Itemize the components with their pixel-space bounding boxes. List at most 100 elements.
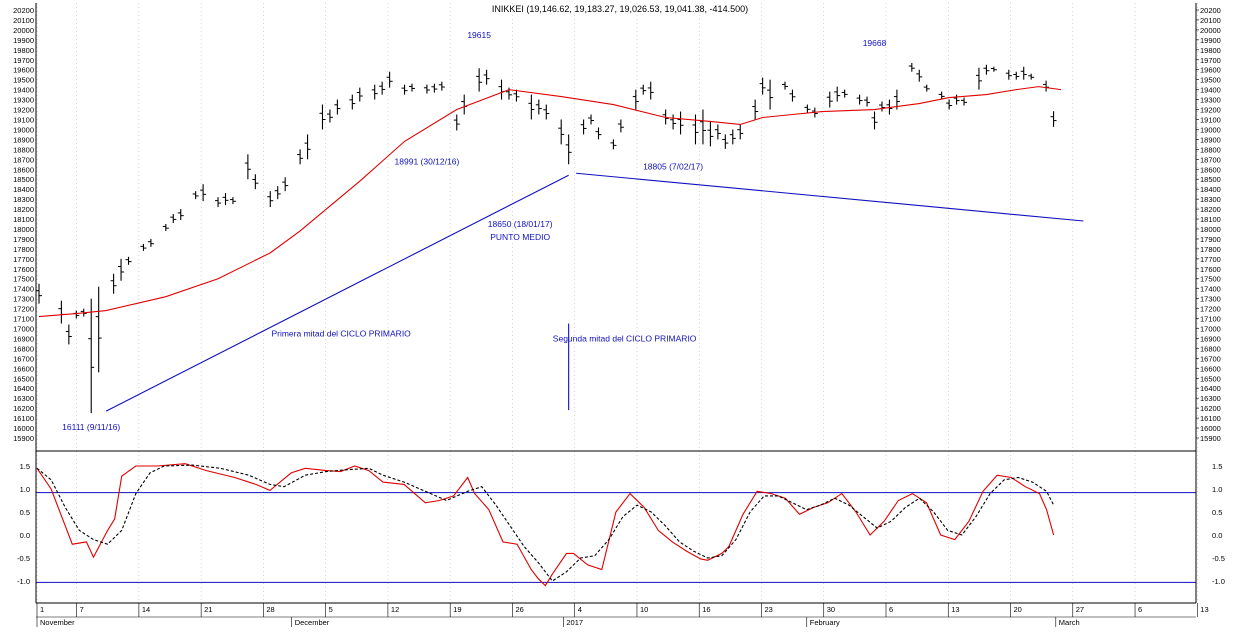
- price-tick-right: 16400: [1200, 384, 1221, 393]
- price-tick-left: 16100: [13, 414, 34, 423]
- price-tick-right: 18800: [1200, 145, 1221, 154]
- chart-annotation: 18991 (30/12/16): [395, 156, 460, 166]
- price-tick-left: 18000: [13, 225, 34, 234]
- price-tick-right: 17800: [1200, 245, 1221, 254]
- x-day-label: 12: [391, 605, 399, 614]
- price-tick-right: 16200: [1200, 404, 1221, 413]
- price-tick-right: 17700: [1200, 255, 1221, 264]
- x-month-label: 2017: [566, 618, 583, 627]
- price-tick-left: 20100: [13, 16, 34, 25]
- price-tick-left: 17600: [13, 265, 34, 274]
- price-tick-left: 19500: [13, 76, 34, 85]
- x-day-label: 23: [764, 605, 772, 614]
- osc-tick-left: 1.0: [20, 485, 30, 494]
- price-tick-right: 17200: [1200, 305, 1221, 314]
- x-day-label: 14: [142, 605, 150, 614]
- price-tick-right: 19600: [1200, 66, 1221, 75]
- price-tick-left: 16000: [13, 424, 34, 433]
- x-day-label: 10: [640, 605, 648, 614]
- price-tick-left: 16400: [13, 384, 34, 393]
- price-tick-left: 17300: [13, 295, 34, 304]
- price-tick-left: 17200: [13, 305, 34, 314]
- price-tick-right: 19200: [1200, 106, 1221, 115]
- price-tick-right: 17100: [1200, 315, 1221, 324]
- price-tick-left: 17100: [13, 315, 34, 324]
- osc-tick-left: 1.5: [20, 462, 30, 471]
- price-tick-right: 17900: [1200, 235, 1221, 244]
- price-tick-right: 16300: [1200, 394, 1221, 403]
- price-tick-right: 19800: [1200, 46, 1221, 55]
- price-tick-left: 16900: [13, 334, 34, 343]
- price-tick-left: 17000: [13, 325, 34, 334]
- price-tick-right: 19500: [1200, 76, 1221, 85]
- price-tick-left: 17500: [13, 275, 34, 284]
- price-tick-right: 19300: [1200, 96, 1221, 105]
- price-tick-left: 17400: [13, 285, 34, 294]
- x-day-label: 7: [80, 605, 84, 614]
- price-tick-right: 20100: [1200, 16, 1221, 25]
- osc-tick-left: 0.0: [20, 531, 30, 540]
- price-tick-left: 18300: [13, 195, 34, 204]
- price-tick-left: 19000: [13, 125, 34, 134]
- x-day-label: 20: [1014, 605, 1022, 614]
- chart-annotation: PUNTO MEDIO: [490, 232, 550, 242]
- x-day-label: 4: [578, 605, 582, 614]
- price-tick-right: 19900: [1200, 36, 1221, 45]
- chart-annotation: 19668: [863, 38, 887, 48]
- osc-tick-right: 1.0: [1212, 485, 1222, 494]
- price-tick-left: 19700: [13, 56, 34, 65]
- price-tick-left: 19300: [13, 96, 34, 105]
- price-tick-left: 16600: [13, 364, 34, 373]
- x-month-label: February: [810, 618, 840, 627]
- price-tick-left: 19900: [13, 36, 34, 45]
- price-tick-right: 18600: [1200, 165, 1221, 174]
- price-tick-left: 19600: [13, 66, 34, 75]
- price-tick-right: 18300: [1200, 195, 1221, 204]
- price-tick-right: 19100: [1200, 115, 1221, 124]
- price-tick-right: 18900: [1200, 135, 1221, 144]
- price-tick-left: 18200: [13, 205, 34, 214]
- x-day-label: 13: [951, 605, 959, 614]
- osc-tick-right: -0.5: [1212, 554, 1225, 563]
- price-tick-left: 17800: [13, 245, 34, 254]
- osc-tick-left: -1.0: [17, 577, 30, 586]
- price-tick-left: 17700: [13, 255, 34, 264]
- trend-line-decline: [576, 172, 1084, 222]
- price-tick-left: 16500: [13, 374, 34, 383]
- price-tick-left: 18500: [13, 175, 34, 184]
- price-tick-left: 16200: [13, 404, 34, 413]
- price-tick-left: 20000: [13, 26, 34, 35]
- price-tick-right: 16600: [1200, 364, 1221, 373]
- chart-annotation: Primera mitad del CICLO PRIMARIO: [271, 328, 411, 338]
- price-tick-left: 18800: [13, 145, 34, 154]
- price-tick-right: 18000: [1200, 225, 1221, 234]
- oscillator-layer: [36, 463, 1196, 587]
- price-tick-right: 18200: [1200, 205, 1221, 214]
- price-tick-right: 16500: [1200, 374, 1221, 383]
- chart-annotation: 18650 (18/01/17): [488, 219, 553, 229]
- x-day-label: 21: [204, 605, 212, 614]
- x-day-label: 16: [702, 605, 710, 614]
- osc-tick-right: -1.0: [1212, 577, 1225, 586]
- price-tick-right: 19000: [1200, 125, 1221, 134]
- price-tick-right: 17500: [1200, 275, 1221, 284]
- x-day-label: 28: [266, 605, 274, 614]
- price-tick-right: 18700: [1200, 155, 1221, 164]
- price-tick-right: 18400: [1200, 185, 1221, 194]
- osc-tick-right: 1.5: [1212, 462, 1222, 471]
- osc-tick-left: -0.5: [17, 554, 30, 563]
- price-tick-left: 16700: [13, 354, 34, 363]
- osc-series-line: [36, 464, 1055, 582]
- price-tick-left: 17900: [13, 235, 34, 244]
- x-month-label: November: [40, 618, 75, 627]
- price-tick-right: 19400: [1200, 86, 1221, 95]
- x-day-label: 26: [515, 605, 523, 614]
- price-tick-right: 18100: [1200, 215, 1221, 224]
- chart-annotation: 19615: [467, 30, 491, 40]
- price-tick-left: 19200: [13, 106, 34, 115]
- price-tick-left: 16300: [13, 394, 34, 403]
- price-tick-right: 16700: [1200, 354, 1221, 363]
- x-day-label: 5: [329, 605, 333, 614]
